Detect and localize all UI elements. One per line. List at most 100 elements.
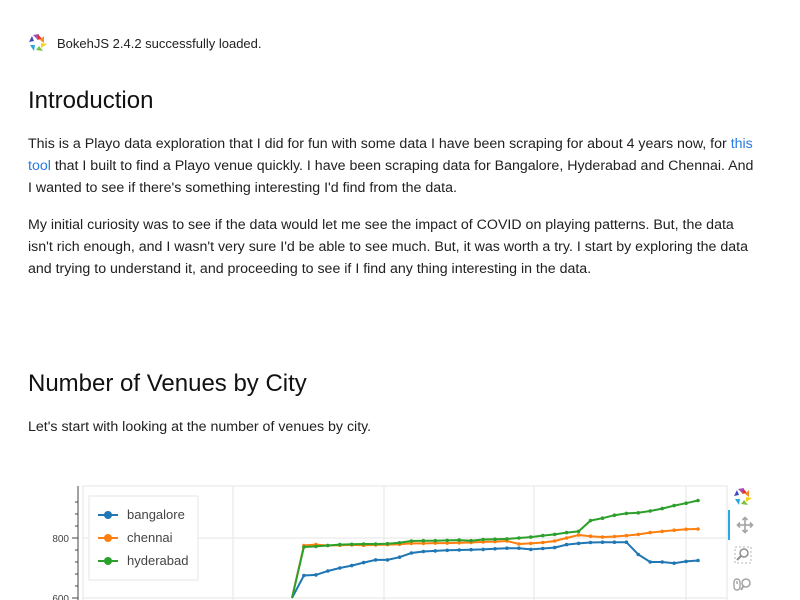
data-point-chennai (612, 534, 617, 539)
data-point-bangalore (517, 546, 521, 550)
data-point-chennai (457, 541, 462, 545)
data-point-hyderabad (696, 498, 700, 503)
data-point-chennai (564, 536, 569, 540)
chart-toolbar (728, 482, 758, 600)
data-point-hyderabad (541, 533, 545, 538)
data-point-bangalore (672, 561, 676, 565)
data-point-hyderabad (421, 538, 426, 543)
data-point-hyderabad (660, 506, 664, 511)
data-point-hyderabad (397, 541, 402, 545)
data-point-bangalore (373, 558, 378, 562)
data-point-chennai (588, 534, 593, 538)
wheel-zoom-icon (733, 578, 751, 591)
y-tick-label: 800 (52, 534, 69, 545)
data-point-chennai (541, 540, 545, 545)
data-point-chennai (600, 535, 605, 539)
data-point-hyderabad (493, 537, 497, 541)
data-point-bangalore (409, 551, 414, 555)
data-point-hyderabad (529, 535, 533, 539)
wheel-zoom-tool-button[interactable] (728, 570, 758, 600)
venues-by-city-chart[interactable]: 600 800 bangalore chennai hyderabad (28, 482, 768, 600)
data-point-chennai (445, 541, 450, 545)
data-point-hyderabad (457, 538, 462, 542)
data-point-chennai (421, 541, 426, 546)
data-point-hyderabad (433, 538, 438, 543)
data-point-chennai (660, 529, 664, 534)
data-point-hyderabad (648, 509, 652, 513)
data-point-bangalore (314, 573, 318, 577)
intro-p1-text-end: that I built to find a Playo venue quick… (28, 158, 754, 196)
data-point-hyderabad (505, 537, 509, 541)
data-point-hyderabad (564, 530, 569, 535)
data-point-hyderabad (576, 529, 581, 534)
data-point-bangalore (588, 540, 593, 545)
data-point-bangalore (696, 558, 700, 563)
data-point-bangalore (469, 547, 473, 552)
legend-label: bangalore (127, 507, 185, 522)
data-point-hyderabad (302, 545, 306, 549)
data-point-bangalore (564, 542, 569, 547)
bokeh-load-notice: BokehJS 2.4.2 successfully loaded. (28, 33, 262, 53)
data-point-bangalore (624, 540, 629, 544)
data-point-hyderabad (588, 518, 593, 523)
data-point-hyderabad (373, 542, 378, 546)
data-point-bangalore (505, 546, 509, 550)
legend-swatch-marker (104, 511, 112, 519)
data-point-bangalore (349, 563, 354, 568)
data-point-bangalore (326, 569, 330, 573)
data-point-bangalore (612, 540, 617, 544)
data-point-bangalore (457, 548, 462, 552)
data-point-hyderabad (361, 542, 366, 546)
data-point-chennai (552, 539, 557, 543)
data-point-hyderabad (624, 511, 629, 516)
chart-svg[interactable]: 600 800 bangalore chennai hyderabad (28, 482, 728, 600)
data-point-chennai (696, 527, 700, 531)
bokeh-notice-text: BokehJS 2.4.2 successfully loaded. (57, 35, 262, 51)
data-point-bangalore (684, 559, 688, 564)
data-point-bangalore (529, 547, 533, 552)
box-zoom-tool-button[interactable] (728, 540, 758, 570)
data-point-bangalore (338, 566, 342, 570)
data-point-chennai (576, 533, 581, 537)
data-point-bangalore (493, 547, 497, 551)
data-point-bangalore (397, 555, 402, 559)
data-point-bangalore (541, 546, 545, 551)
data-point-bangalore (660, 560, 664, 564)
data-point-hyderabad (552, 532, 557, 537)
data-point-chennai (684, 527, 688, 532)
data-point-hyderabad (385, 541, 390, 546)
data-point-hyderabad (314, 544, 318, 549)
data-point-bangalore (433, 549, 438, 553)
data-point-hyderabad (469, 538, 473, 543)
intro-p1-text-start: This is a Playo data exploration that I … (28, 136, 731, 152)
data-point-bangalore (445, 548, 450, 553)
data-point-bangalore (421, 549, 426, 554)
legend-label: chennai (127, 530, 173, 545)
data-point-hyderabad (409, 539, 414, 543)
data-point-bangalore (648, 560, 652, 564)
data-point-hyderabad (445, 538, 450, 543)
y-tick-label: 600 (52, 594, 69, 600)
data-point-chennai (648, 530, 652, 535)
data-point-hyderabad (349, 542, 354, 547)
toolbar-logo[interactable] (728, 482, 758, 512)
legend-swatch-marker (104, 557, 112, 565)
data-point-hyderabad (612, 513, 617, 517)
data-point-hyderabad (600, 516, 605, 520)
data-point-bangalore (302, 573, 306, 578)
data-point-hyderabad (338, 542, 342, 547)
data-point-chennai (517, 542, 521, 546)
data-point-bangalore (600, 540, 605, 544)
data-point-chennai (529, 541, 533, 546)
data-point-hyderabad (672, 503, 676, 508)
bokeh-logo-icon (29, 34, 47, 51)
pan-tool-button[interactable] (728, 510, 760, 540)
data-point-hyderabad (636, 511, 641, 515)
data-point-hyderabad (326, 543, 330, 548)
this-tool-link[interactable]: this tool (28, 136, 753, 174)
legend-swatch-marker (104, 534, 112, 542)
section-heading-introduction: Introduction (28, 87, 154, 114)
intro-paragraph-1: This is a Playo data exploration that I … (28, 133, 760, 199)
data-point-chennai (636, 532, 641, 537)
pan-icon (736, 516, 754, 534)
